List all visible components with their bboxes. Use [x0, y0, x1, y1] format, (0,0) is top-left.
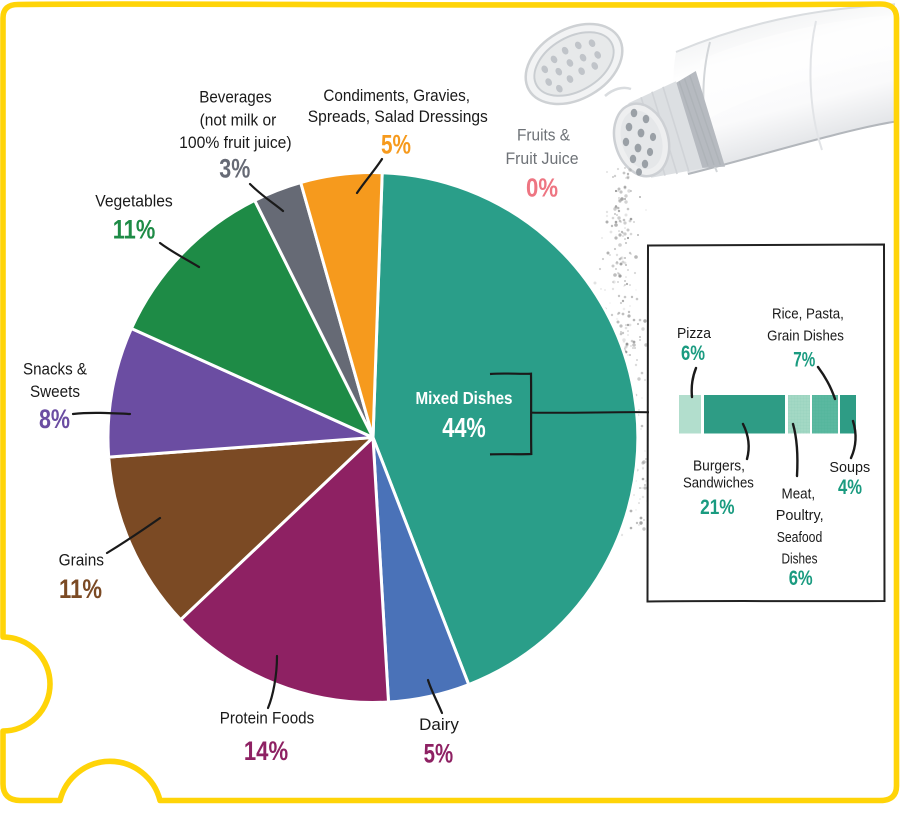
svg-text:Spreads, Salad Dressings: Spreads, Salad Dressings — [308, 108, 488, 126]
svg-text:Fruit Juice: Fruit Juice — [506, 150, 579, 168]
svg-text:Soups: Soups — [829, 459, 870, 476]
svg-text:11%: 11% — [59, 574, 102, 604]
svg-text:Dishes: Dishes — [782, 550, 818, 567]
svg-text:3%: 3% — [219, 154, 250, 184]
svg-text:(not milk or: (not milk or — [200, 111, 277, 129]
svg-text:Burgers,: Burgers, — [693, 458, 745, 475]
svg-text:Condiments, Gravies,: Condiments, Gravies, — [323, 87, 470, 105]
svg-text:21%: 21% — [700, 495, 735, 519]
svg-text:44%: 44% — [442, 412, 486, 443]
svg-text:Grain Dishes: Grain Dishes — [767, 327, 844, 344]
svg-text:Beverages: Beverages — [199, 89, 272, 107]
svg-text:Fruits &: Fruits & — [517, 127, 570, 145]
svg-text:Pizza: Pizza — [677, 325, 712, 342]
svg-text:Snacks &: Snacks & — [23, 361, 87, 379]
svg-text:Sweets: Sweets — [30, 383, 80, 401]
svg-text:7%: 7% — [793, 348, 815, 372]
svg-text:Seafood: Seafood — [777, 529, 823, 546]
svg-text:0%: 0% — [526, 173, 558, 203]
svg-text:100% fruit juice): 100% fruit juice) — [179, 134, 292, 152]
svg-text:4%: 4% — [838, 475, 862, 499]
svg-text:8%: 8% — [39, 404, 70, 434]
svg-text:14%: 14% — [244, 736, 288, 766]
svg-text:Sandwiches: Sandwiches — [683, 474, 754, 491]
svg-text:11%: 11% — [113, 215, 156, 245]
svg-text:Meat,: Meat, — [782, 486, 816, 503]
svg-text:Vegetables: Vegetables — [95, 193, 173, 211]
svg-text:Protein Foods: Protein Foods — [220, 709, 314, 727]
svg-text:Rice, Pasta,: Rice, Pasta, — [772, 306, 844, 323]
svg-text:5%: 5% — [424, 738, 454, 768]
svg-text:Dairy: Dairy — [419, 716, 459, 734]
svg-text:Mixed Dishes: Mixed Dishes — [416, 388, 513, 408]
svg-text:5%: 5% — [381, 129, 411, 159]
svg-text:Grains: Grains — [59, 552, 104, 570]
svg-text:6%: 6% — [681, 341, 705, 365]
svg-text:Poultry,: Poultry, — [776, 507, 824, 524]
svg-text:6%: 6% — [789, 566, 813, 590]
